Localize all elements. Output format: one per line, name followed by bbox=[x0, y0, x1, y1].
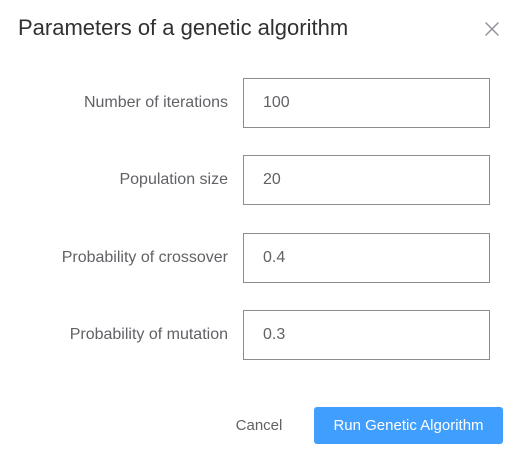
close-icon[interactable] bbox=[482, 19, 502, 39]
cancel-button[interactable]: Cancel bbox=[222, 407, 296, 444]
iterations-row: Number of iterations bbox=[0, 78, 521, 128]
iterations-input[interactable] bbox=[243, 78, 490, 128]
mutation-probability-row: Probability of mutation bbox=[0, 310, 521, 360]
mutation-probability-label: Probability of mutation bbox=[69, 326, 228, 343]
crossover-probability-label: Probability of crossover bbox=[61, 249, 228, 266]
population-size-row: Population size bbox=[0, 155, 521, 205]
mutation-probability-input[interactable] bbox=[243, 310, 490, 360]
run-genetic-algorithm-button[interactable]: Run Genetic Algorithm bbox=[314, 407, 503, 444]
dialog-title: Parameters of a genetic algorithm bbox=[18, 15, 349, 40]
crossover-probability-input[interactable] bbox=[243, 233, 490, 283]
crossover-probability-row: Probability of crossover bbox=[0, 233, 521, 283]
iterations-label: Number of iterations bbox=[83, 94, 228, 111]
population-size-label: Population size bbox=[119, 171, 228, 188]
population-size-input[interactable] bbox=[243, 155, 490, 205]
